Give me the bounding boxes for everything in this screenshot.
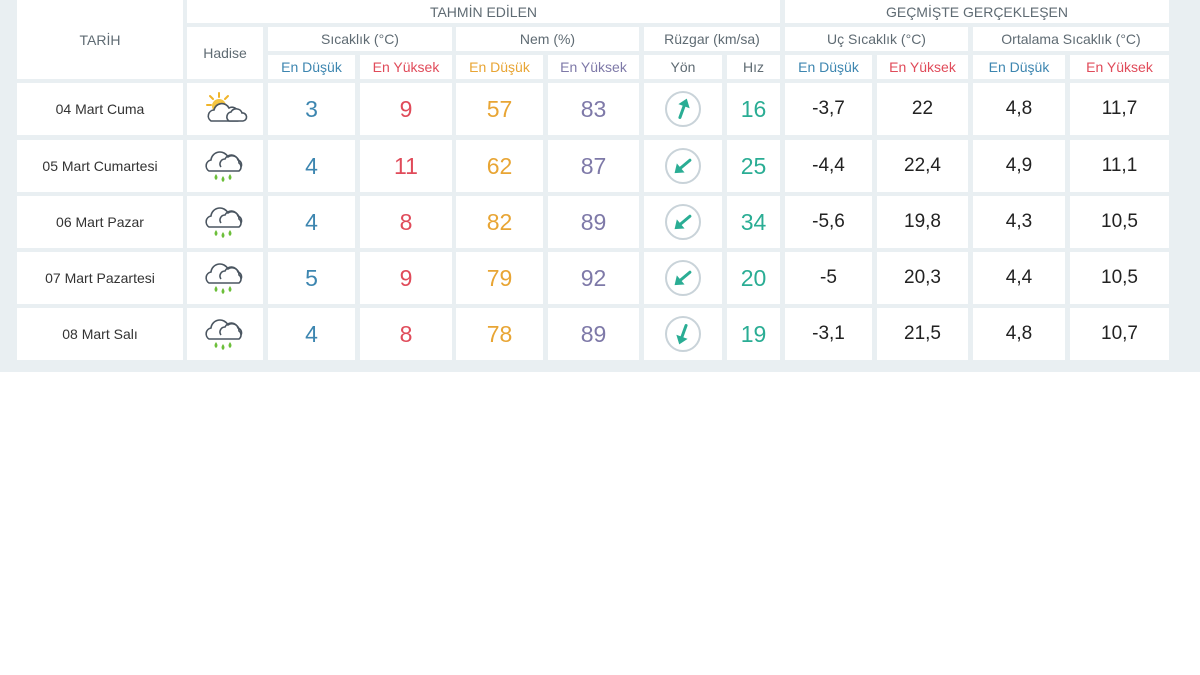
row-weather-icon xyxy=(187,308,263,360)
row-average-max: 10,5 xyxy=(1070,252,1169,304)
subheader-extreme-max: En Yüksek xyxy=(877,55,968,79)
row-humidity-min: 78 xyxy=(456,308,543,360)
row-wind-direction xyxy=(644,252,722,304)
row-extreme-min: -3,7 xyxy=(785,83,872,135)
row-average-min: 4,8 xyxy=(973,308,1065,360)
row-average-max: 10,7 xyxy=(1070,308,1169,360)
row-date: 07 Mart Pazartesi xyxy=(17,252,183,304)
row-temp-max: 9 xyxy=(360,83,452,135)
row-average-min: 4,9 xyxy=(973,140,1065,192)
row-wind-speed: 19 xyxy=(727,308,780,360)
row-average-max: 10,5 xyxy=(1070,196,1169,248)
row-extreme-max: 22 xyxy=(877,83,968,135)
south-southwest-arrow-icon xyxy=(664,315,702,353)
column-header-average-temp: Ortalama Sıcaklık (°C) xyxy=(973,27,1169,51)
subheader-extreme-min: En Düşük xyxy=(785,55,872,79)
forecast-table: TARİH TAHMİN EDİLEN GEÇMİŞTE GERÇEKLEŞEN… xyxy=(0,0,1200,372)
northeast-arrow-icon xyxy=(664,90,702,128)
row-wind-speed: 25 xyxy=(727,140,780,192)
row-average-max: 11,7 xyxy=(1070,83,1169,135)
row-temp-min: 4 xyxy=(268,308,355,360)
row-extreme-max: 22,4 xyxy=(877,140,968,192)
rain-cloud-icon xyxy=(201,259,249,297)
row-humidity-min: 82 xyxy=(456,196,543,248)
row-extreme-max: 19,8 xyxy=(877,196,968,248)
row-average-min: 4,8 xyxy=(973,83,1065,135)
subheader-average-min: En Düşük xyxy=(973,55,1065,79)
column-header-temperature: Sıcaklık (°C) xyxy=(268,27,452,51)
row-humidity-min: 79 xyxy=(456,252,543,304)
rain-cloud-icon xyxy=(201,315,249,353)
subheader-humidity-max: En Yüksek xyxy=(548,55,639,79)
row-humidity-max: 87 xyxy=(548,140,639,192)
row-temp-min: 5 xyxy=(268,252,355,304)
row-extreme-min: -5,6 xyxy=(785,196,872,248)
row-date: 06 Mart Pazar xyxy=(17,196,183,248)
subheader-average-max: En Yüksek xyxy=(1070,55,1169,79)
row-humidity-max: 89 xyxy=(548,308,639,360)
row-wind-direction xyxy=(644,140,722,192)
rain-cloud-icon xyxy=(201,147,249,185)
row-wind-direction xyxy=(644,196,722,248)
partly-cloudy-sun-icon xyxy=(201,91,249,127)
row-temp-max: 8 xyxy=(360,196,452,248)
row-weather-icon xyxy=(187,252,263,304)
column-header-hadise: Hadise xyxy=(187,27,263,79)
column-header-humidity: Nem (%) xyxy=(456,27,639,51)
subheader-temp-max: En Yüksek xyxy=(360,55,452,79)
row-temp-min: 3 xyxy=(268,83,355,135)
row-weather-icon xyxy=(187,140,263,192)
column-header-date: TARİH xyxy=(17,0,183,79)
southwest-arrow-icon xyxy=(664,147,702,185)
row-wind-speed: 20 xyxy=(727,252,780,304)
row-temp-max: 11 xyxy=(360,140,452,192)
group-header-history: GEÇMİŞTE GERÇEKLEŞEN xyxy=(785,0,1169,23)
row-extreme-max: 21,5 xyxy=(877,308,968,360)
row-weather-icon xyxy=(187,196,263,248)
southwest-arrow-icon xyxy=(664,259,702,297)
row-temp-min: 4 xyxy=(268,140,355,192)
row-wind-speed: 34 xyxy=(727,196,780,248)
row-wind-direction xyxy=(644,83,722,135)
row-temp-min: 4 xyxy=(268,196,355,248)
row-date: 05 Mart Cumartesi xyxy=(17,140,183,192)
row-date: 04 Mart Cuma xyxy=(17,83,183,135)
row-extreme-min: -5 xyxy=(785,252,872,304)
row-humidity-max: 92 xyxy=(548,252,639,304)
column-header-extreme-temp: Uç Sıcaklık (°C) xyxy=(785,27,968,51)
row-extreme-min: -3,1 xyxy=(785,308,872,360)
row-average-max: 11,1 xyxy=(1070,140,1169,192)
row-extreme-min: -4,4 xyxy=(785,140,872,192)
row-average-min: 4,3 xyxy=(973,196,1065,248)
subheader-humidity-min: En Düşük xyxy=(456,55,543,79)
group-header-forecast: TAHMİN EDİLEN xyxy=(187,0,780,23)
subheader-temp-min: En Düşük xyxy=(268,55,355,79)
row-date: 08 Mart Salı xyxy=(17,308,183,360)
row-average-min: 4,4 xyxy=(973,252,1065,304)
row-humidity-max: 89 xyxy=(548,196,639,248)
row-wind-speed: 16 xyxy=(727,83,780,135)
subheader-wind-speed: Hız xyxy=(727,55,780,79)
southwest-arrow-icon xyxy=(664,203,702,241)
column-header-wind: Rüzgar (km/sa) xyxy=(644,27,780,51)
row-wind-direction xyxy=(644,308,722,360)
row-humidity-min: 57 xyxy=(456,83,543,135)
subheader-wind-direction: Yön xyxy=(644,55,722,79)
rain-cloud-icon xyxy=(201,203,249,241)
row-weather-icon xyxy=(187,83,263,135)
row-temp-max: 9 xyxy=(360,252,452,304)
row-temp-max: 8 xyxy=(360,308,452,360)
row-humidity-max: 83 xyxy=(548,83,639,135)
row-extreme-max: 20,3 xyxy=(877,252,968,304)
row-humidity-min: 62 xyxy=(456,140,543,192)
